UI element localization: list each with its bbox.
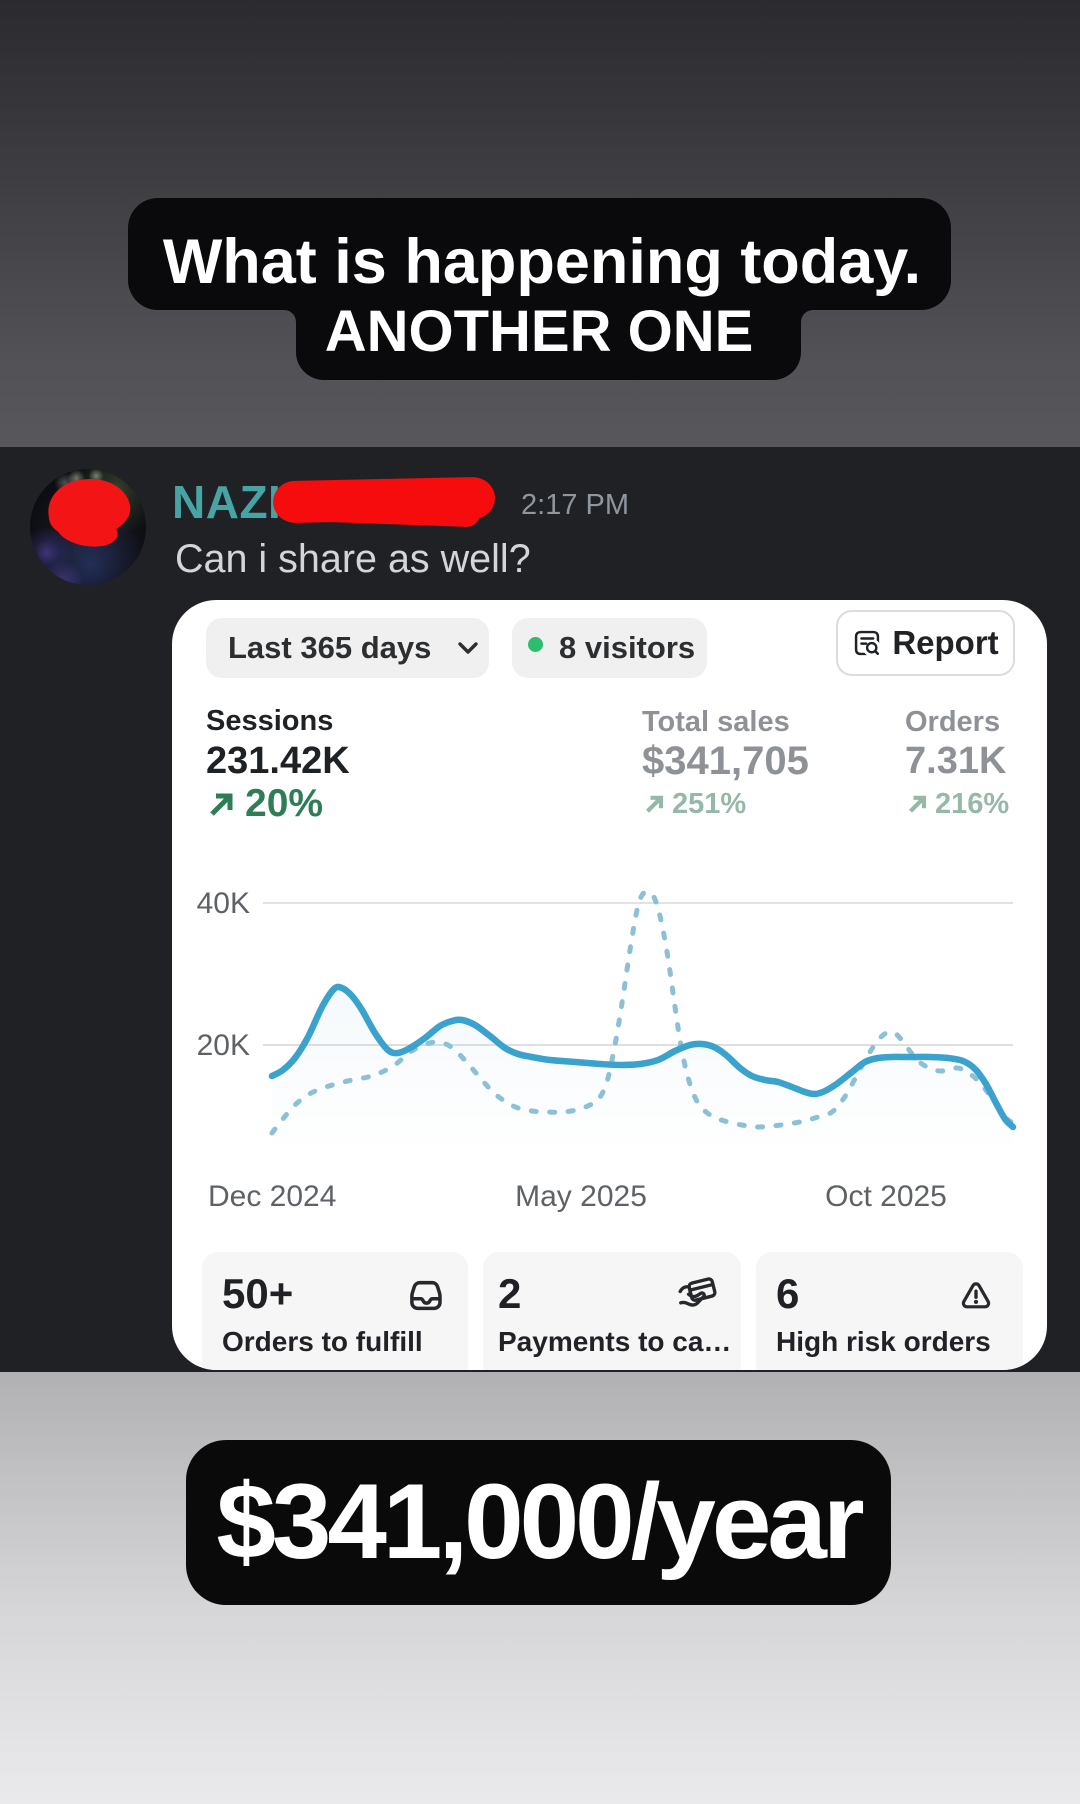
svg-text:Dec 2024: Dec 2024 bbox=[208, 1180, 336, 1213]
svg-text:May 2025: May 2025 bbox=[515, 1180, 647, 1213]
svg-text:What is happening today.: What is happening today. bbox=[163, 227, 921, 297]
svg-text:40K: 40K bbox=[197, 887, 250, 920]
svg-text:20K: 20K bbox=[197, 1029, 250, 1062]
svg-text:Oct 2025: Oct 2025 bbox=[825, 1180, 947, 1213]
svg-text:ANOTHER ONE: ANOTHER ONE bbox=[325, 299, 754, 364]
